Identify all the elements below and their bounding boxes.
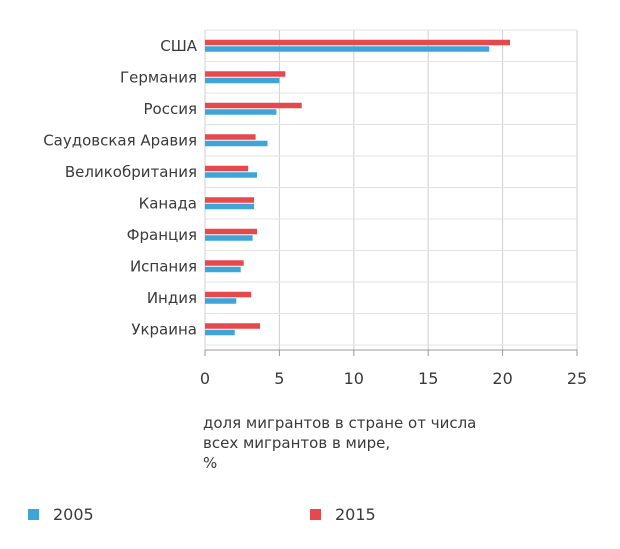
legend-item-2015: 2015 <box>310 505 376 524</box>
bar-chart: 0 5 10 15 20 25 США Германия Россия Саудовская Ар… <box>43 29 587 388</box>
category-label: Украина <box>131 320 197 338</box>
category-label: Испания <box>130 257 197 275</box>
category-label: США <box>160 37 198 55</box>
bar-2015 <box>205 291 252 298</box>
category-label: Канада <box>139 194 197 212</box>
x-axis-label-line-3: % <box>203 454 218 472</box>
bar-2005 <box>205 46 490 52</box>
x-tick-label-20: 20 <box>492 369 512 388</box>
x-tick-label-10: 10 <box>344 369 364 388</box>
bar-2015 <box>205 228 258 235</box>
x-axis-label: доля мигрантов в стране от числа всех ми… <box>203 413 523 473</box>
legend-swatch-2015 <box>310 509 321 520</box>
bar-2015 <box>205 39 511 46</box>
bar-2005 <box>205 140 268 147</box>
x-tick-label-15: 15 <box>418 369 438 388</box>
bar-2015 <box>205 102 302 109</box>
bar-2015 <box>205 197 255 203</box>
bar-2015 <box>205 134 256 140</box>
legend-label-2015: 2015 <box>335 505 376 524</box>
x-tick-label-0: 0 <box>200 369 210 388</box>
bar-2015 <box>205 165 249 172</box>
category-label: Саудовская Аравия <box>43 131 197 149</box>
category-label: Россия <box>144 100 198 118</box>
legend-label-2005: 2005 <box>53 505 94 524</box>
x-tick-label-5: 5 <box>274 369 284 388</box>
bar-2005 <box>205 298 237 304</box>
x-axis-label-line-1: доля мигрантов в стране от числа <box>203 414 477 432</box>
category-label: Индия <box>147 289 197 307</box>
bar-2005 <box>205 329 235 336</box>
category-label: Франция <box>127 226 197 244</box>
category-label: Германия <box>120 68 197 86</box>
bar-2015 <box>205 323 261 329</box>
x-tick-label-25: 25 <box>567 369 587 388</box>
bar-2005 <box>205 172 258 178</box>
bar-2005 <box>205 266 241 273</box>
category-label: Великобритания <box>65 163 197 181</box>
legend-swatch-2005 <box>28 509 39 520</box>
bar-2005 <box>205 203 255 210</box>
legend-item-2005: 2005 <box>28 505 94 524</box>
bar-2005 <box>205 109 277 115</box>
bar-2005 <box>205 235 253 241</box>
x-axis-label-line-2: всех мигрантов в мире, <box>203 434 391 452</box>
bar-2005 <box>205 77 280 84</box>
bar-2015 <box>205 260 244 266</box>
bar-2015 <box>205 71 286 77</box>
